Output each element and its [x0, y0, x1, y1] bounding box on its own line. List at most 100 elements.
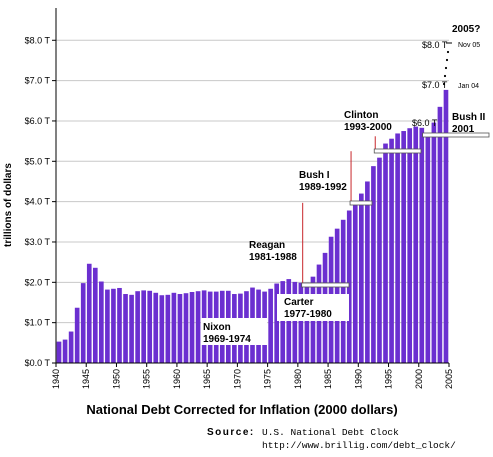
bar [123, 294, 128, 363]
bar [56, 341, 62, 363]
projection-year-label: 2005? [452, 24, 480, 35]
y-tick-label: $2.0 T [25, 277, 51, 287]
era-years-label: 1981-1988 [249, 252, 297, 263]
bar [86, 263, 92, 363]
bar [419, 127, 425, 363]
x-tick-label: 1990 [353, 369, 363, 389]
bar [425, 134, 431, 363]
bar [74, 307, 80, 363]
projection-dot [442, 82, 446, 86]
x-tick-label: 1945 [81, 369, 91, 389]
era-bracket [422, 132, 490, 138]
y-tick-label: $3.0 T [25, 237, 51, 247]
bar [268, 288, 273, 363]
x-tick-label: 2005 [444, 369, 454, 389]
projection-dot [445, 58, 449, 62]
bar [141, 290, 146, 363]
source-label: Source: [207, 427, 255, 438]
annotation-6t-label: $6.0 T [412, 118, 438, 128]
bar [117, 287, 122, 363]
y-tick-label: $5.0 T [25, 156, 51, 166]
bar [80, 283, 86, 363]
y-tick-label: $6.0 T [25, 116, 51, 126]
bar [352, 202, 358, 363]
x-tick-labels: 1940 1945 1950 1955 1960 1965 1970 1975 1980 1985… [51, 363, 454, 389]
bar [99, 281, 104, 363]
era-label-box [277, 294, 349, 321]
bar [377, 157, 382, 363]
bar [431, 122, 437, 364]
era-years-label: 1993-2000 [344, 122, 392, 133]
bar [159, 295, 165, 363]
x-tick-label: 1970 [232, 369, 242, 389]
era-bracket [373, 148, 422, 154]
projection-dot [444, 66, 448, 70]
bar [189, 292, 195, 363]
x-tick-label: 1965 [202, 369, 212, 389]
annotation-7t-label: $7.0 T [422, 80, 448, 90]
bar [135, 291, 140, 363]
y-tick-label: $8.0 T [25, 35, 51, 45]
bar [165, 294, 171, 363]
bar [62, 339, 68, 363]
bar [280, 281, 286, 363]
projection-dot [443, 74, 447, 78]
y-tick-labels: $0.0 T $1.0 T $2.0 T $3.0 T $4.0 T $5.0 T $6.0… [25, 35, 51, 368]
era-name-label: Carter [284, 297, 314, 308]
era-name-label: Bush II [452, 112, 486, 123]
annotation-jan04-label: Jan 04 [458, 83, 479, 90]
bar [389, 138, 394, 363]
y-tick-label: $0.0 T [25, 358, 51, 368]
era-name-label: Nixon [203, 322, 231, 333]
x-tick-label: 1950 [111, 369, 121, 389]
era-name-label: Bush I [299, 170, 330, 181]
bar [371, 166, 376, 363]
bar [401, 131, 406, 363]
bar [340, 219, 346, 363]
bar [413, 126, 419, 364]
x-axis-label: National Debt Corrected for Inflation (2… [86, 402, 397, 417]
bar [129, 294, 134, 363]
bar [407, 128, 413, 363]
projection-dots [442, 42, 452, 86]
source-name: U.S. National Debt Clock [262, 427, 399, 438]
x-tick-label: 1975 [263, 369, 273, 389]
bar [359, 193, 364, 363]
era-years-label: 1989-1992 [299, 182, 347, 193]
annotation-8t-label: $8.0 T [422, 40, 448, 50]
x-tick-label: 1995 [384, 369, 394, 389]
bar [286, 279, 292, 363]
bar [437, 106, 443, 363]
era-years-label: 1969-1974 [203, 334, 251, 345]
bar [105, 289, 110, 363]
bar [365, 181, 370, 363]
x-tick-label: 1980 [293, 369, 303, 389]
bar [177, 294, 183, 363]
bar [153, 292, 159, 363]
era-years-label: 1977-1980 [284, 309, 332, 320]
projection-dot [446, 50, 450, 54]
era-name-label: Clinton [344, 110, 378, 121]
bar [274, 283, 280, 363]
bar [92, 267, 98, 363]
bar [443, 89, 449, 364]
bar [304, 282, 310, 363]
x-tick-label: 1955 [142, 369, 152, 389]
bar [171, 292, 177, 363]
x-tick-label: 1985 [323, 369, 333, 389]
bar [292, 281, 298, 363]
y-tick-label: $7.0 T [25, 76, 51, 86]
bar [68, 331, 74, 363]
bar [383, 143, 388, 363]
era-bracket [301, 282, 350, 288]
era-label-box [201, 318, 267, 345]
y-axis-label: trillions of dollars [3, 163, 14, 247]
projection-annotations: 2005? $8.0 T Nov 05 $7.0 T Jan 04 $6.0 T [412, 24, 480, 128]
bar [111, 288, 116, 363]
era-name-label: Reagan [249, 240, 285, 251]
axes [55, 8, 449, 364]
bar [147, 290, 153, 363]
annotation-nov05-label: Nov 05 [458, 42, 480, 49]
bar [395, 133, 400, 363]
